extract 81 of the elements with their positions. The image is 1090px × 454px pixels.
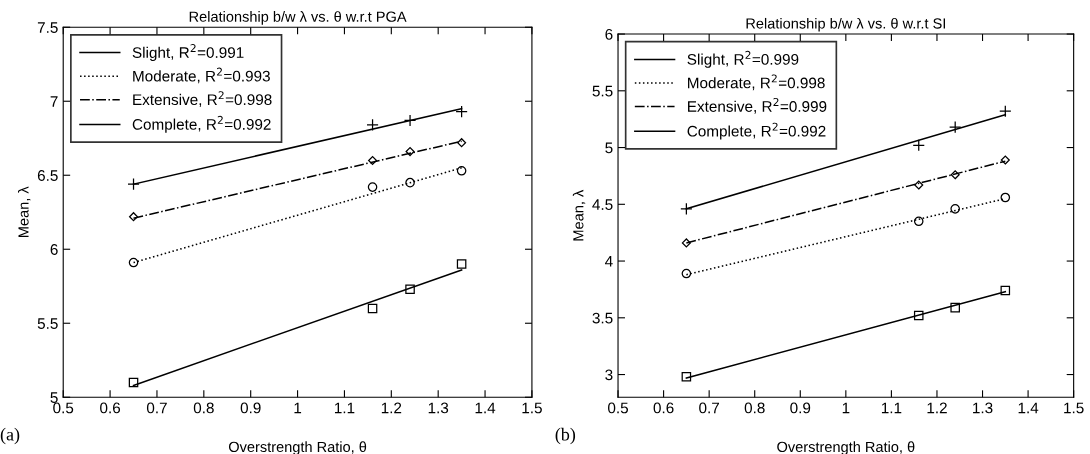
x-tick-label: 1.4: [1018, 402, 1039, 414]
point: [128, 257, 139, 268]
x-tick-label: 0.7: [146, 402, 167, 414]
x-tick-label: 0.8: [193, 402, 214, 414]
text: (a): [0, 427, 20, 445]
y-tick-label: 5.5: [37, 318, 58, 329]
point: [914, 180, 924, 190]
y-tick-label: 6: [605, 28, 613, 40]
x-tick-label: 1.5: [1064, 402, 1084, 414]
point: [1000, 285, 1011, 296]
x-tick-label: 1: [294, 402, 302, 414]
point: [367, 182, 378, 192]
legend-label: Slight, R$^{2}$=0.999: [687, 50, 799, 68]
x-tick-label: 0.8: [744, 402, 765, 414]
x-tick-label: 1.3: [428, 402, 449, 414]
y-tick-label: 7.5: [37, 22, 58, 33]
point: [405, 177, 415, 188]
y-tick-label: 4.5: [592, 199, 613, 210]
legend-label: Complete, R$^{2}$=0.992: [687, 122, 826, 140]
point: [456, 259, 467, 269]
point: [405, 147, 415, 157]
x-tick-label: 1.1: [881, 402, 902, 414]
point: [950, 204, 960, 214]
y-tick-label: 5: [50, 392, 58, 403]
y-tick-label: 5.5: [592, 85, 613, 97]
point: [456, 166, 467, 176]
y-tick-label: 5: [605, 142, 613, 154]
x-tick-label: 0.9: [240, 402, 261, 414]
point: [128, 212, 139, 222]
legend-label: Moderate, R$^{2}$=0.998: [688, 74, 825, 91]
x-tick-label: 1.4: [475, 402, 496, 414]
legend-label: Moderate, R$^{2}$=0.993: [133, 67, 270, 84]
legend-label: Complete, R$^{2}$=0.992: [132, 115, 271, 133]
point: [999, 105, 1012, 118]
chart-title: Relationship b/w λ vs. θ w.r.t SI: [746, 17, 946, 32]
point: [368, 155, 378, 165]
x-tick-label: 1.5: [522, 402, 542, 414]
x-axis-title: Overstrength Ratio, θ: [228, 441, 367, 454]
x-tick-label: 1.3: [973, 402, 993, 414]
x-tick-label: 0.6: [653, 402, 674, 414]
legend-label: Extensive, R$^{2}$=0.999: [688, 97, 827, 114]
point: [405, 284, 415, 294]
point: [681, 238, 691, 248]
x-tick-label: 0.6: [100, 402, 121, 414]
y-axis-title: Mean, λ: [572, 189, 586, 241]
y-tick-label: 6.5: [37, 170, 58, 181]
point: [949, 120, 962, 134]
point: [950, 170, 960, 180]
y-tick-label: 3: [605, 369, 613, 381]
legend-label: Slight, R$^{2}$=0.991: [132, 44, 244, 61]
x-tick-label: 0.5: [53, 402, 74, 414]
point: [913, 310, 924, 321]
x-axis-title: Overstrength Ratio, θ: [777, 441, 915, 454]
x-tick-label: 1: [842, 402, 850, 414]
y-tick-label: 7: [50, 96, 58, 107]
chart-title: Relationship b/w λ vs. θ w.r.t PGA: [189, 11, 407, 25]
point: [950, 302, 960, 313]
point: [367, 303, 378, 314]
x-tick-label: 0.9: [790, 402, 811, 414]
x-tick-label: 0.7: [699, 402, 720, 414]
point: [128, 377, 139, 388]
point: [1000, 192, 1011, 203]
x-tick-label: 0.5: [608, 402, 629, 414]
point: [913, 216, 924, 227]
point: [1000, 155, 1010, 165]
y-axis-title: Mean, λ: [17, 186, 31, 237]
point: [912, 139, 925, 152]
point: [403, 114, 417, 127]
point: [127, 177, 140, 191]
x-tick-label: 1.2: [381, 402, 402, 414]
point: [681, 372, 692, 382]
text: (b): [555, 427, 576, 445]
point: [457, 138, 467, 148]
y-tick-label: 4: [605, 256, 613, 267]
point: [680, 202, 693, 216]
x-tick-label: 1.1: [334, 402, 355, 414]
y-tick-label: 6: [50, 244, 58, 255]
y-tick-label: 3.5: [592, 312, 613, 324]
legend-label: Extensive, R$^{2}$=0.998: [133, 91, 272, 107]
x-tick-label: 1.2: [927, 402, 947, 414]
point: [681, 268, 692, 279]
